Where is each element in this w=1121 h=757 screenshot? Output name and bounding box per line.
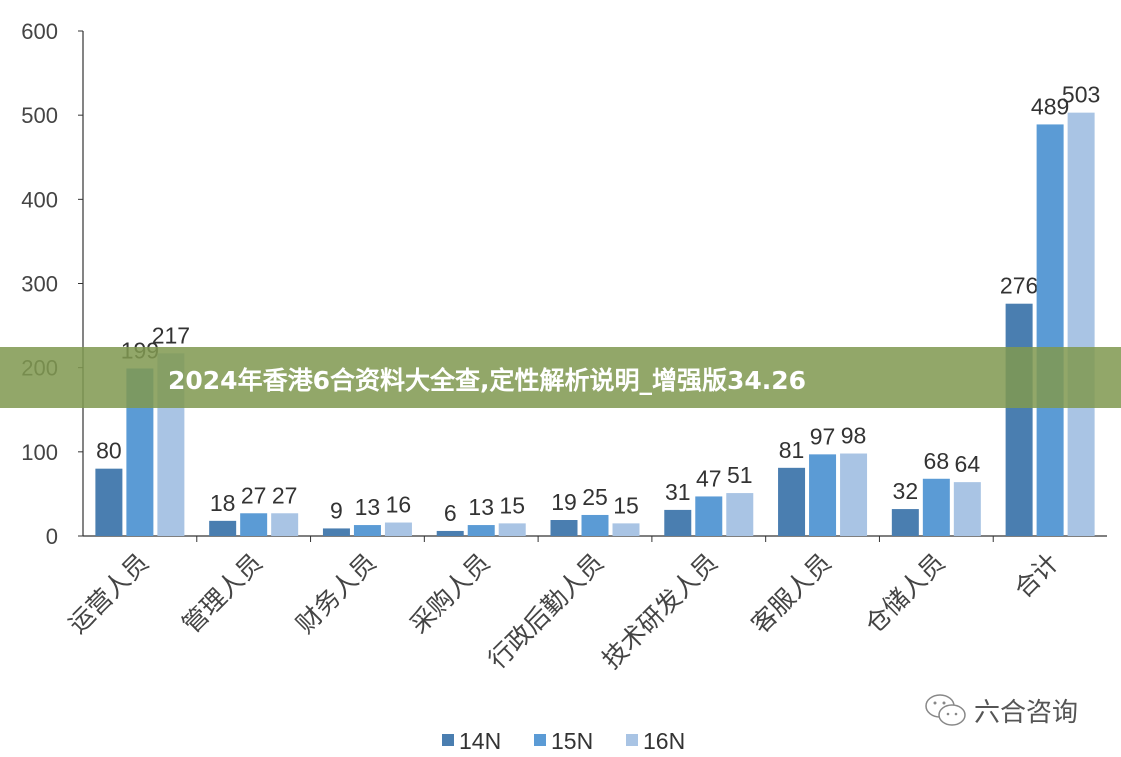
bar-16N bbox=[271, 513, 299, 536]
watermark-text: 六合咨询 bbox=[974, 698, 1079, 728]
bar-15N bbox=[581, 514, 609, 536]
y-tick-label: 600 bbox=[21, 19, 58, 44]
banner-text: 2024年香港6合资料大全查,定性解析说明_增强版34.26 bbox=[168, 366, 807, 395]
data-label: 15 bbox=[499, 492, 525, 518]
bar-14N bbox=[95, 468, 123, 536]
x-tick-label: 财务人员 bbox=[290, 548, 381, 639]
data-label: 80 bbox=[96, 438, 122, 464]
bar-14N bbox=[778, 467, 806, 536]
data-label: 25 bbox=[582, 484, 608, 510]
bar-15N bbox=[922, 478, 950, 536]
x-tick-label: 运营人员 bbox=[63, 548, 154, 639]
title-banner: 2024年香港6合资料大全查,定性解析说明_增强版34.26 bbox=[0, 347, 1121, 408]
bar-14N bbox=[550, 520, 578, 536]
data-label: 13 bbox=[355, 494, 381, 520]
legend-label: 16N bbox=[643, 728, 685, 754]
bar-14N bbox=[1005, 303, 1033, 536]
bar-14N bbox=[891, 509, 919, 536]
legend-label: 14N bbox=[459, 728, 501, 754]
y-tick-label: 100 bbox=[21, 440, 58, 465]
data-label: 489 bbox=[1031, 93, 1069, 119]
bar-16N bbox=[726, 493, 754, 536]
data-label: 68 bbox=[924, 448, 950, 474]
bar-16N bbox=[1067, 112, 1095, 537]
bar-14N bbox=[209, 520, 237, 536]
bar-16N bbox=[840, 453, 868, 536]
x-tick-label: 仓储人员 bbox=[859, 548, 950, 639]
watermark: 六合咨询 bbox=[924, 692, 1078, 729]
legend-label: 15N bbox=[551, 728, 593, 754]
data-label: 81 bbox=[779, 437, 805, 463]
data-label: 9 bbox=[330, 497, 343, 523]
bar-15N bbox=[809, 454, 837, 536]
bar-14N bbox=[664, 509, 692, 536]
data-label: 16 bbox=[386, 492, 412, 518]
data-label: 27 bbox=[272, 482, 298, 508]
wechat-icon bbox=[925, 693, 966, 726]
bar-15N bbox=[1036, 124, 1064, 537]
bar-15N bbox=[695, 496, 723, 536]
data-label: 98 bbox=[841, 423, 867, 449]
x-tick-label: 管理人员 bbox=[177, 548, 268, 639]
x-tick-label: 技术研发人员 bbox=[596, 548, 723, 675]
legend-swatch-16N bbox=[626, 734, 638, 746]
bar-14N bbox=[436, 530, 464, 536]
data-label: 276 bbox=[1000, 273, 1038, 299]
data-label: 19 bbox=[551, 489, 577, 515]
data-label: 503 bbox=[1062, 82, 1100, 108]
bar-15N bbox=[353, 525, 381, 536]
x-tick-label: 行政后勤人员 bbox=[483, 548, 610, 675]
data-label: 15 bbox=[613, 492, 639, 518]
bar-16N bbox=[953, 482, 981, 536]
data-label: 31 bbox=[665, 479, 691, 505]
data-label: 64 bbox=[955, 451, 981, 477]
y-tick-label: 400 bbox=[21, 187, 58, 212]
data-label: 32 bbox=[893, 478, 919, 504]
data-label: 13 bbox=[468, 494, 494, 520]
data-label: 27 bbox=[241, 482, 267, 508]
data-label: 18 bbox=[210, 490, 236, 516]
x-tick-label: 客服人员 bbox=[746, 548, 837, 639]
bar-16N bbox=[498, 523, 526, 536]
y-tick-label: 500 bbox=[21, 103, 58, 128]
bar-15N bbox=[240, 513, 268, 536]
x-tick-label: 采购人员 bbox=[404, 548, 495, 639]
bar-14N bbox=[322, 528, 350, 536]
bar-16N bbox=[384, 522, 412, 536]
bar-16N bbox=[612, 523, 640, 536]
data-label: 217 bbox=[152, 322, 190, 348]
y-tick-label: 0 bbox=[46, 524, 58, 549]
legend-swatch-14N bbox=[442, 734, 454, 746]
data-label: 6 bbox=[444, 500, 457, 526]
data-label: 97 bbox=[810, 423, 836, 449]
data-label: 47 bbox=[696, 465, 722, 491]
y-tick-label: 300 bbox=[21, 272, 58, 297]
bar-15N bbox=[467, 525, 495, 536]
x-tick-label: 合计 bbox=[1008, 548, 1064, 604]
legend-swatch-15N bbox=[534, 734, 546, 746]
data-label: 51 bbox=[727, 462, 753, 488]
